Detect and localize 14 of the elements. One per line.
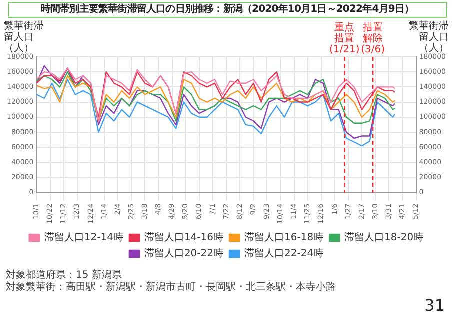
legend-label: 滞留人口20-22時	[144, 248, 224, 260]
chart-title: 時間帯別主要繁華街滞留人口の日別推移：新潟（2020年10月1日～2022年4月9日）	[8, 2, 447, 18]
legend-label: 滞留人口12-14時	[44, 232, 124, 244]
legend-label: 滞留人口22-24時	[244, 248, 324, 260]
y-axis-title: 繁華街滞留人口（人）	[4, 21, 45, 54]
legend-label: 滞留人口14-16時	[144, 232, 224, 244]
legend-label: 滞留人口18-20時	[344, 232, 424, 244]
ref-line-label: 重点措置(1/21)	[329, 22, 360, 56]
text: 31	[424, 296, 445, 315]
legend-label: 滞留人口16-18時	[244, 232, 324, 244]
y2-axis-title: 繁華街滞留人口（人）	[408, 21, 449, 54]
text: 対象繁華街：高田駅・新潟駅・新潟市古町・長岡駅・北三条駅・本寺小路	[6, 282, 336, 294]
ref-line-label: 措置解除(3/6)	[361, 22, 386, 56]
text: 対象都道府県：15 新潟県	[6, 270, 123, 282]
